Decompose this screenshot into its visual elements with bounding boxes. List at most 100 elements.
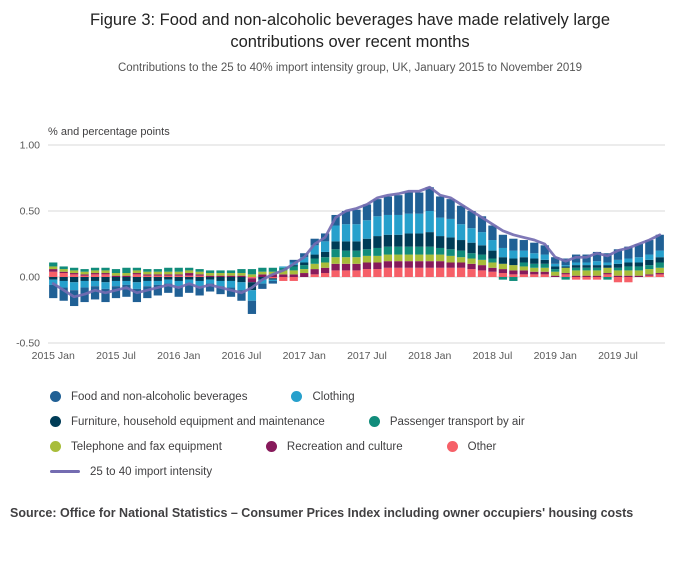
bar-segment [268,278,277,281]
bar-segment [268,280,277,282]
bar-segment [247,278,257,283]
bar-segment [174,268,183,273]
bar-segment [561,277,570,281]
bar-segment [195,274,204,277]
bar-segment [634,262,643,267]
bar-segment [561,268,570,274]
bar-segment [352,257,361,265]
bar-segment [101,289,110,303]
legend-row: Telephone and fax equipment Recreation an… [50,434,700,459]
bar-segment [404,214,413,234]
bar-segment [373,256,382,263]
bar-segment [509,239,518,252]
bar-segment [373,199,382,217]
bar-segment [90,274,100,278]
bar-segment [226,281,236,289]
bar-segment [519,270,528,275]
bar-segment [624,270,633,277]
bar-segment [373,248,382,257]
y-axis-tick-label: -0.50 [16,338,40,350]
bar-segment [488,262,497,269]
legend: Food and non-alcoholic beverages Clothing… [50,384,700,484]
bar-segment [247,277,257,279]
bar-segment [373,236,382,249]
bar-segment [383,261,393,269]
bar-segment [415,214,424,234]
bar-segment [331,241,340,250]
bar-segment [185,284,194,294]
bar-segment [446,219,455,238]
legend-label: Recreation and culture [286,440,403,453]
bar-segment [122,273,131,277]
bar-segment [70,273,79,275]
bar-segment [634,276,643,278]
bar-segment [216,273,225,277]
bar-segment [592,270,602,277]
bar-segment [226,288,236,298]
bar-segment [331,249,340,258]
bar-segment [279,274,288,278]
bar-segment [320,262,330,269]
bar-segment [70,270,79,274]
bar-segment [582,265,591,269]
legend-item: Furniture, household equipment and maint… [50,416,325,428]
bar-segment [530,264,539,269]
bar-segment [174,286,183,298]
bar-segment [341,257,351,265]
bar-segment [404,247,413,256]
bar-segment [300,262,309,266]
bar-segment [645,265,654,270]
bar-segment [70,282,79,291]
bar-segment [132,270,142,274]
bar-segment [498,248,508,258]
bar-segment [394,268,403,278]
bar-segment [70,268,79,271]
bar-segment [645,274,654,277]
bar-segment [446,199,455,220]
bar-segment [80,281,89,289]
bar-segment [530,272,539,275]
bar-segment [247,269,257,275]
bar-segment [237,282,246,291]
bar-segment [415,268,424,278]
bar-segment [122,285,131,298]
bar-segment [519,266,528,271]
bar-segment [289,266,298,271]
bar-segment [216,277,225,282]
bar-segment [488,268,497,273]
bar-segment [551,266,560,270]
bar-segment [268,268,277,273]
bar-segment [551,257,560,265]
bar-segment [436,255,445,262]
bar-segment [488,258,497,263]
bar-segment [624,266,633,271]
bar-segment [477,216,487,233]
bar-segment [519,240,528,252]
bar-segment [603,265,612,269]
bar-segment [195,286,204,296]
bar-segment [436,196,445,219]
bar-segment [216,276,225,278]
bar-segment [341,211,351,225]
bar-segment [613,260,623,265]
bar-segment [551,264,560,267]
bar-segment [655,262,664,269]
bar-segment [613,276,623,278]
bar-segment [195,276,204,278]
bar-segment [613,277,623,283]
bar-segment [153,272,162,275]
bar-segment [540,264,549,269]
bar-segment [195,272,204,275]
bar-segment [289,260,298,263]
bar-segment [425,247,434,256]
bar-segment [111,286,121,299]
bar-segment [90,277,100,282]
y-axis-unit-label: % and percentage points [48,126,170,138]
bar-segment [195,281,204,287]
bar-segment [90,268,100,271]
bar-segment [540,272,549,275]
bar-segment [467,243,476,254]
bar-segment [247,290,257,302]
bar-segment [49,269,58,273]
